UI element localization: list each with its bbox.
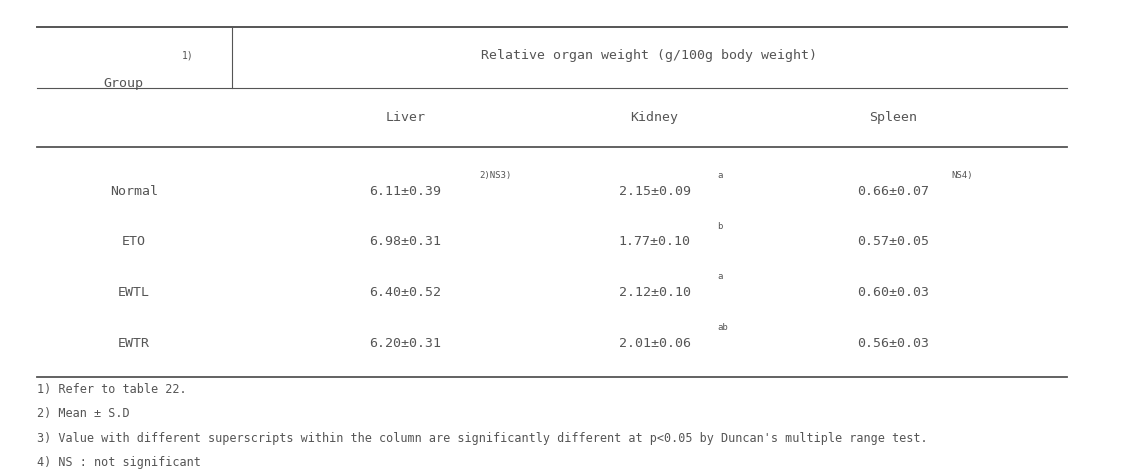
Text: Spleen: Spleen: [869, 111, 917, 124]
Text: 3) Value with different superscripts within the column are significantly differe: 3) Value with different superscripts wit…: [36, 432, 927, 445]
Text: a: a: [718, 171, 723, 180]
Text: 1) Refer to table 22.: 1) Refer to table 22.: [36, 383, 187, 396]
Text: NS4): NS4): [952, 171, 974, 180]
Text: EWTR: EWTR: [118, 337, 151, 349]
Text: 2.15±0.09: 2.15±0.09: [618, 185, 691, 198]
Text: Relative organ weight (g/100g body weight): Relative organ weight (g/100g body weigh…: [481, 49, 817, 62]
Text: a: a: [718, 272, 723, 281]
Text: 0.57±0.05: 0.57±0.05: [857, 235, 929, 249]
Text: Normal: Normal: [110, 185, 158, 198]
Text: ETO: ETO: [122, 235, 146, 249]
Text: ab: ab: [718, 323, 728, 332]
Text: 2.01±0.06: 2.01±0.06: [618, 337, 691, 349]
Text: 0.66±0.07: 0.66±0.07: [857, 185, 929, 198]
Text: 0.56±0.03: 0.56±0.03: [857, 337, 929, 349]
Text: 6.11±0.39: 6.11±0.39: [369, 185, 441, 198]
Text: 4) NS : not significant: 4) NS : not significant: [36, 456, 200, 469]
Text: 6.40±0.52: 6.40±0.52: [369, 286, 441, 299]
Text: 1.77±0.10: 1.77±0.10: [618, 235, 691, 249]
Text: 2) Mean ± S.D: 2) Mean ± S.D: [36, 408, 129, 420]
Text: 1): 1): [182, 51, 194, 61]
Text: 2)NS3): 2)NS3): [479, 171, 512, 180]
Text: Group: Group: [103, 76, 144, 90]
Text: Liver: Liver: [385, 111, 426, 124]
Text: 0.60±0.03: 0.60±0.03: [857, 286, 929, 299]
Text: EWTL: EWTL: [118, 286, 151, 299]
Text: Kidney: Kidney: [631, 111, 678, 124]
Text: b: b: [718, 221, 723, 230]
Text: 6.20±0.31: 6.20±0.31: [369, 337, 441, 349]
Text: 2.12±0.10: 2.12±0.10: [618, 286, 691, 299]
Text: 6.98±0.31: 6.98±0.31: [369, 235, 441, 249]
